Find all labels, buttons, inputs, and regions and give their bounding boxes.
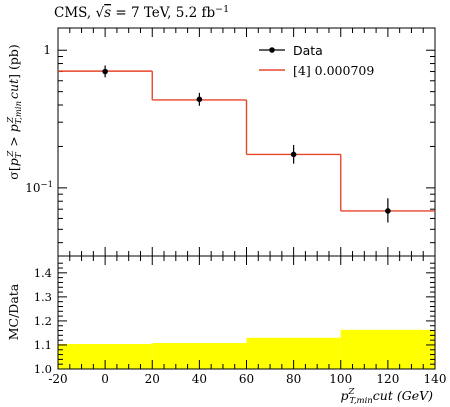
x-tick-label: -20	[48, 372, 67, 386]
ratio-y-tick-label: 1.1	[34, 338, 52, 352]
data-point	[385, 208, 391, 214]
top-y-axis-label: σ[pTZ > pT,minZcut] (pb)	[6, 44, 24, 179]
legend: Data [4] 0.000709	[259, 43, 374, 78]
y-tick-label: 10−1	[25, 180, 53, 195]
data-point	[196, 96, 203, 103]
mc-prediction-line	[58, 70, 435, 212]
legend-data-label: Data	[293, 43, 323, 58]
ratio-y-tick-label: 1.3	[34, 290, 52, 304]
data-point	[102, 68, 108, 75]
x-tick-label: 100	[329, 372, 352, 386]
ratio-y-tick-label: 1.4	[34, 266, 52, 280]
ratio-panel: 1.0 1.1 1.2 1.3 1.4 -20 0 20 40 60 80 100 120 140 MC/…	[6, 255, 447, 386]
ratio-y-axis-label: MC/Data	[6, 283, 21, 340]
data-point	[290, 151, 297, 158]
x-tick-label: 40	[192, 372, 207, 386]
ratio-y-tick-label: 1.2	[34, 314, 52, 328]
data-points	[102, 65, 391, 223]
x-tick-label: 60	[239, 372, 254, 386]
x-tick-label: 120	[376, 372, 399, 386]
x-tick-label: 140	[424, 372, 447, 386]
experiment-label: CMS, √s = 7 TeV, 5.2 fb−1	[54, 4, 229, 21]
y-tick-label: 1	[43, 43, 51, 57]
legend-data-marker	[269, 47, 275, 53]
x-tick-label: 20	[145, 372, 160, 386]
top-axis-ticks: 1 10−1	[25, 28, 436, 256]
x-tick-label: 0	[101, 372, 109, 386]
x-axis-label: pZ T,mincut (GeV)	[340, 387, 433, 406]
cross-section-panel: 1 10−1 σ[pTZ > pT,minZcut] (pb) Data [4] …	[6, 27, 436, 257]
legend-mc-label: [4] 0.000709	[293, 63, 374, 78]
ratio-axis-ticks: 1.0 1.1 1.2 1.3 1.4 -20 0 20 40 60 80 100 120 140	[34, 256, 447, 386]
x-tick-label: 80	[286, 372, 301, 386]
ratio-y-tick-label: 1.0	[34, 362, 52, 376]
